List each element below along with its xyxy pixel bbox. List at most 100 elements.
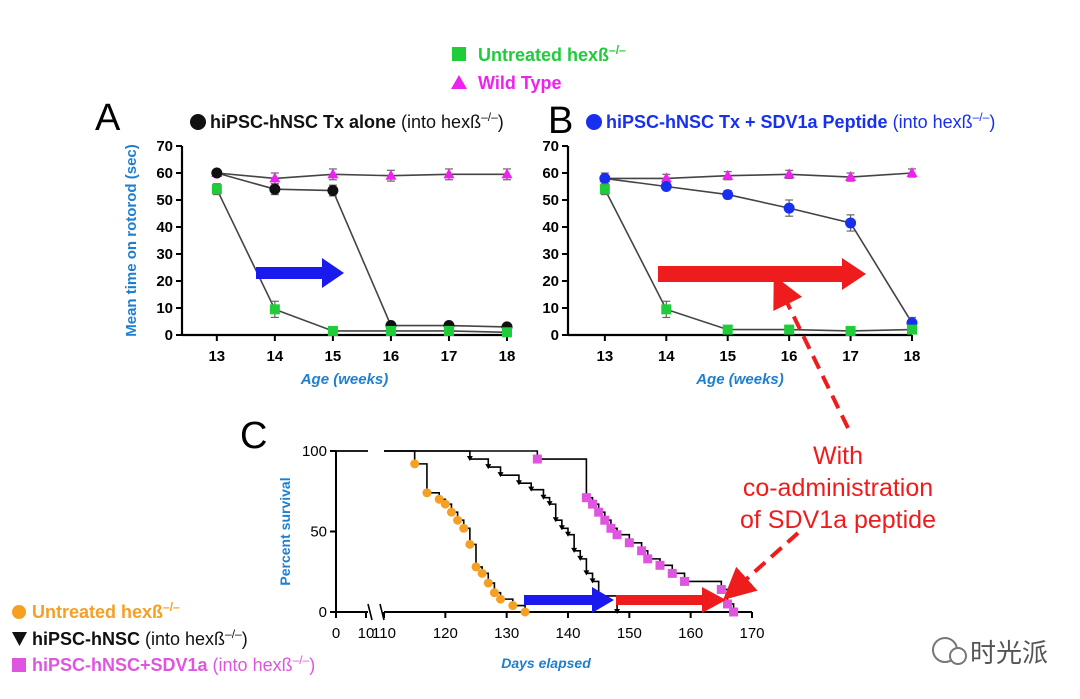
- data-point: [501, 168, 513, 179]
- data-point: [660, 181, 672, 192]
- data-point: [443, 168, 455, 179]
- panel-c-red-arrow: [616, 587, 726, 613]
- data-point: [599, 172, 611, 184]
- data-point: [443, 325, 454, 336]
- data-point: [722, 169, 734, 180]
- data-point: [722, 324, 733, 335]
- km-point: [552, 517, 559, 523]
- km-point: [588, 499, 598, 509]
- km-point: [637, 546, 647, 556]
- km-curve: [384, 450, 735, 612]
- panel-a-title-marker: [190, 114, 206, 130]
- km-point: [465, 539, 475, 549]
- km-point: [515, 480, 522, 486]
- c-legend-sdv-marker: [12, 658, 26, 672]
- data-point: [385, 169, 397, 180]
- y-tick-label: 10: [156, 300, 173, 317]
- panel-a-chart: 0 10 20 30 40 50 60 70 13 14 15 16 17 18 Age (weeks) Me…: [123, 138, 515, 388]
- km-curve: [384, 450, 526, 612]
- y-tick-label: 40: [542, 219, 559, 236]
- km-point: [440, 499, 450, 509]
- km-point: [667, 568, 677, 578]
- annotation-dashed-arrow-down: [723, 531, 800, 600]
- data-point: [211, 184, 222, 195]
- y-tick-label: 50: [310, 524, 327, 541]
- km-point: [477, 568, 487, 578]
- km-point: [624, 538, 634, 548]
- data-point: [845, 217, 857, 229]
- y-tick-label: 100: [302, 443, 327, 460]
- km-point: [540, 494, 547, 500]
- data-point: [907, 324, 917, 335]
- km-point: [520, 607, 530, 617]
- annotation-line-2: co-administration: [743, 474, 933, 502]
- c-legend-untreated-marker: [12, 605, 26, 619]
- series-line: [604, 177, 913, 324]
- km-point: [459, 523, 469, 533]
- y-axis-label: Percent survival: [277, 477, 293, 585]
- data-point: [599, 184, 610, 195]
- annotation-dashed-arrow-up: [773, 275, 850, 429]
- km-point: [655, 560, 665, 570]
- km-point: [483, 578, 493, 588]
- km-point: [489, 588, 499, 598]
- y-tick-label: 0: [551, 327, 559, 344]
- km-point: [612, 530, 622, 540]
- x-tick-label: 17: [842, 348, 859, 365]
- panel-a-shift-arrow: [256, 258, 344, 288]
- km-point: [594, 507, 604, 517]
- x-tick-label: 13: [597, 348, 614, 365]
- c-legend-untreated-label: Untreated hexß–/–: [32, 600, 180, 622]
- km-point: [496, 594, 506, 604]
- data-point: [385, 325, 396, 336]
- x-tick-label: 140: [555, 625, 580, 642]
- y-tick-label: 30: [542, 246, 559, 263]
- km-point: [558, 525, 565, 531]
- y-tick-label: 10: [542, 300, 559, 317]
- panel-a-letter: A: [95, 97, 121, 139]
- x-axis-label: Days elapsed: [501, 655, 591, 671]
- km-point: [508, 601, 518, 611]
- x-tick-label: 14: [267, 348, 284, 365]
- series-line: [604, 172, 913, 180]
- x-tick-label: 170: [739, 625, 764, 642]
- x-tick-label: 150: [617, 625, 642, 642]
- data-point: [327, 168, 339, 179]
- km-point: [471, 562, 481, 572]
- km-point: [453, 515, 463, 525]
- watermark: 时光派: [932, 637, 1048, 669]
- x-tick-label: 130: [494, 625, 519, 642]
- data-point: [783, 202, 795, 214]
- x-tick-label: 160: [678, 625, 703, 642]
- data-point: [269, 172, 281, 183]
- data-point: [327, 185, 339, 197]
- axis-break: [367, 603, 373, 621]
- c-legend-nsc-label: hiPSC-hNSC (into hexß–/–): [32, 627, 248, 649]
- panel-c-blue-arrow: [524, 587, 614, 613]
- legend-wildtype-swatch: [451, 75, 467, 89]
- data-point: [722, 189, 734, 201]
- km-point: [589, 578, 596, 584]
- y-tick-label: 50: [542, 192, 559, 209]
- y-tick-label: 40: [156, 219, 173, 236]
- km-point: [643, 554, 653, 564]
- panel-c-letter: C: [240, 415, 267, 457]
- km-point: [722, 599, 732, 609]
- km-point: [716, 584, 726, 594]
- watermark-text: 时光派: [970, 639, 1048, 669]
- wechat-icon-inner: [949, 647, 967, 665]
- y-axis-label: Mean time on rotorod (sec): [123, 144, 140, 337]
- km-point: [485, 464, 492, 470]
- data-point: [660, 172, 672, 183]
- data-point: [269, 183, 281, 195]
- data-point: [783, 168, 795, 179]
- series-line: [216, 172, 508, 328]
- km-point: [565, 531, 571, 537]
- y-tick-label: 20: [542, 273, 559, 290]
- x-axis-label: Age (weeks): [300, 371, 389, 388]
- x-axis-label: Age (weeks): [695, 371, 784, 388]
- x-tick-label: 18: [904, 348, 921, 365]
- series-line: [216, 172, 507, 180]
